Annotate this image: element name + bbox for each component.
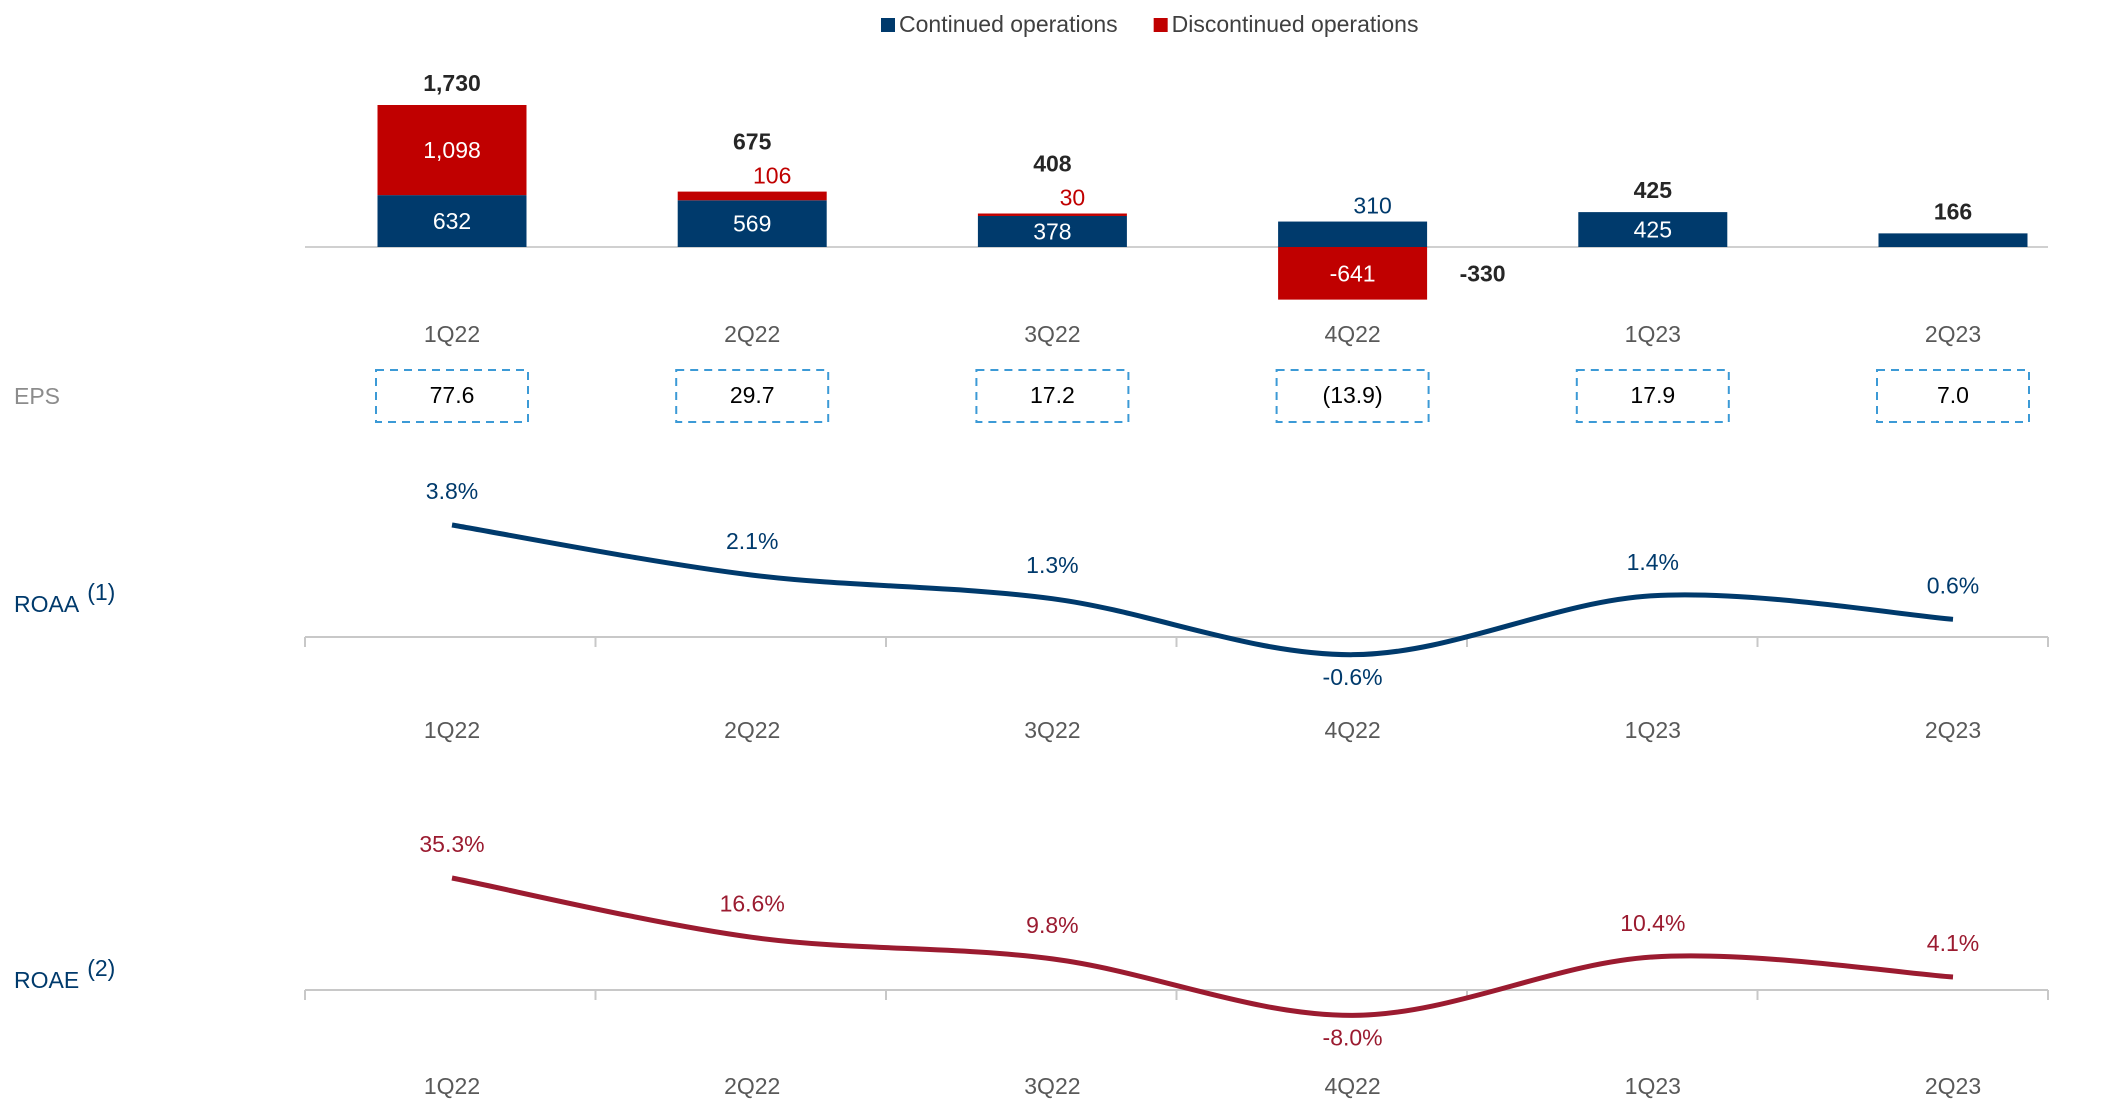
eps-box <box>1876 369 2030 423</box>
line-series <box>451 875 1954 1018</box>
x-tick-label: 2Q23 <box>1925 717 1981 743</box>
eps-box <box>1275 369 1430 423</box>
row-note: (2) <box>87 955 115 981</box>
bar-segment <box>1278 247 1428 300</box>
total-label: -330 <box>1460 260 1506 286</box>
data-label: 9.8% <box>1026 912 1078 938</box>
x-tick-label: 2Q22 <box>724 321 780 347</box>
bar-segment <box>377 105 527 196</box>
row-label: ROAA <box>14 591 80 617</box>
x-tick-label: 1Q23 <box>1625 321 1681 347</box>
data-label: 35.3% <box>419 831 484 857</box>
bar-segment <box>377 195 527 247</box>
total-label: 1,730 <box>423 70 481 96</box>
x-tick-label: 2Q23 <box>1925 1073 1981 1099</box>
x-tick-label: 1Q23 <box>1625 1073 1681 1099</box>
x-tick-label: 1Q22 <box>424 717 480 743</box>
bar-value-label: 30 <box>1060 185 1086 211</box>
line-series <box>451 522 1954 658</box>
row-label: EPS <box>14 383 60 409</box>
bar-segment <box>1878 233 2028 247</box>
total-label: 408 <box>1033 151 1072 177</box>
eps-value: 7.0 <box>1937 382 1969 408</box>
bar-segment <box>1278 221 1428 247</box>
row-label: ROAE <box>14 967 79 993</box>
legend-label: Continued operations <box>899 11 1118 37</box>
data-label: 16.6% <box>720 890 785 916</box>
bar-segment <box>977 213 1127 216</box>
legend-swatch <box>1153 18 1168 32</box>
bar-segment <box>1578 212 1728 247</box>
x-tick-label: 4Q22 <box>1324 321 1380 347</box>
x-tick-label: 1Q22 <box>424 321 480 347</box>
row-note: (1) <box>87 579 115 605</box>
bar-value-label: 310 <box>1353 193 1391 219</box>
bar-segment <box>977 215 1127 247</box>
data-label: 0.6% <box>1927 572 1979 598</box>
bar-value-label: 569 <box>733 211 771 237</box>
eps-box <box>675 369 830 423</box>
eps-box <box>975 369 1130 423</box>
eps-box <box>1575 369 1730 423</box>
data-label: 1.3% <box>1026 552 1078 578</box>
x-tick-label: 1Q22 <box>424 1073 480 1099</box>
legend-label: Discontinued operations <box>1172 11 1419 37</box>
x-tick-label: 4Q22 <box>1324 1073 1380 1099</box>
x-tick-label: 2Q22 <box>724 717 780 743</box>
legend-swatch <box>881 18 895 32</box>
bar-value-label: -641 <box>1330 260 1376 286</box>
eps-box <box>375 369 529 423</box>
data-label: 2.1% <box>726 528 778 554</box>
bar-value-label: 1,098 <box>423 137 481 163</box>
eps-value: (13.9) <box>1323 382 1383 408</box>
x-tick-label: 2Q23 <box>1925 321 1981 347</box>
eps-value: 77.6 <box>430 382 475 408</box>
total-label: 675 <box>733 129 772 155</box>
bar-value-label: 425 <box>1634 217 1672 243</box>
bar-value-label: 632 <box>433 208 471 234</box>
x-tick-label: 3Q22 <box>1024 321 1080 347</box>
bar-value-label: 378 <box>1033 219 1071 245</box>
bar-segment <box>677 200 827 247</box>
data-label: 10.4% <box>1620 910 1685 936</box>
x-tick-label: 4Q22 <box>1324 717 1380 743</box>
eps-value: 17.9 <box>1630 382 1675 408</box>
data-label: -8.0% <box>1323 1024 1383 1050</box>
data-label: 4.1% <box>1927 930 1979 956</box>
data-label: 1.4% <box>1627 549 1679 575</box>
total-label: 425 <box>1634 177 1673 203</box>
eps-value: 29.7 <box>730 382 775 408</box>
x-tick-label: 2Q22 <box>724 1073 780 1099</box>
eps-value: 17.2 <box>1030 382 1075 408</box>
total-label: 166 <box>1934 198 1972 224</box>
data-label: -0.6% <box>1323 664 1383 690</box>
x-tick-label: 3Q22 <box>1024 717 1080 743</box>
bar-value-label: 106 <box>753 163 791 189</box>
bar-segment <box>677 191 827 201</box>
data-label: 3.8% <box>426 478 478 504</box>
x-tick-label: 3Q22 <box>1024 1073 1080 1099</box>
x-tick-label: 1Q23 <box>1625 717 1681 743</box>
